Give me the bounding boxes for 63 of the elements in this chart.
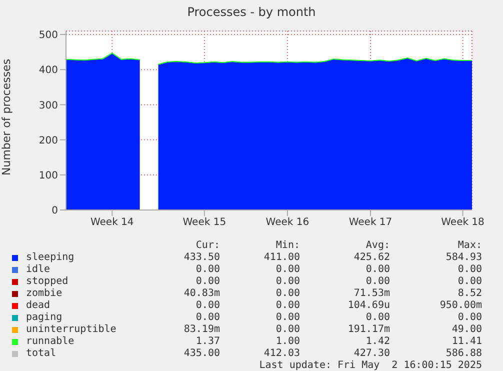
text: 584.93 (444, 252, 482, 264)
text: 0.00 (364, 312, 391, 324)
legend-label: idle (25, 264, 52, 276)
text: 0.00 (364, 264, 391, 276)
text: 0.00 (274, 276, 301, 288)
text: Min: (274, 240, 301, 252)
text: 191.17m (346, 324, 391, 336)
legend-label: uninterruptible (25, 324, 118, 336)
text: 435.00 (182, 348, 221, 360)
text: 0.00 (194, 300, 221, 312)
text: 433.50 (182, 252, 221, 264)
text: 0.00 (194, 312, 221, 324)
text: 71.53m (352, 288, 391, 300)
y-tick-label: 500 (38, 30, 58, 42)
text: 412.03 (262, 348, 301, 360)
legend-label: runnable (25, 336, 76, 348)
text: 950.00m (438, 300, 482, 312)
x-tick-label: Week 15 (182, 217, 226, 228)
x-tick-label: Week 18 (441, 217, 484, 228)
x-tick-label: Week 17 (348, 217, 392, 228)
legend-label: stopped (25, 276, 70, 288)
legend-label: total (25, 348, 58, 360)
text: 0.00 (274, 312, 301, 324)
x-tick-label: Week 14 (90, 217, 134, 228)
legend-label: dead (25, 300, 52, 312)
text: Max: (456, 240, 482, 252)
text: 0.00 (456, 312, 482, 324)
text: 1.00 (274, 336, 301, 348)
y-axis-title: Number of processes (0, 58, 13, 176)
text: Cur: (194, 240, 221, 252)
text: Avg: (364, 240, 391, 252)
text: 104.69u (346, 300, 391, 312)
text: 411.00 (262, 252, 301, 264)
text: 0.00 (274, 264, 301, 276)
text: 83.19m (182, 324, 221, 336)
text: 0.00 (274, 324, 301, 336)
text: 1.42 (364, 336, 391, 348)
text: 0.00 (194, 264, 221, 276)
text: 425.62 (352, 252, 391, 264)
text: 40.83m (182, 288, 221, 300)
text: 8.52 (456, 288, 482, 300)
legend-label: sleeping (25, 252, 76, 264)
text: 0.00 (456, 264, 482, 276)
text: 0.00 (364, 276, 391, 288)
text: 0.00 (456, 276, 482, 288)
y-tick-label: 100 (38, 170, 58, 182)
chart-title: Processes - by month (186, 4, 317, 21)
text: 0.00 (274, 288, 301, 300)
legend-label: zombie (25, 288, 64, 300)
x-tick-label: Week 16 (266, 217, 310, 228)
y-tick-label: 200 (38, 135, 58, 146)
legend-label: paging (25, 312, 64, 324)
text: 11.41 (450, 336, 482, 348)
text: 49.00 (450, 324, 482, 336)
text: 1.37 (194, 336, 221, 348)
y-tick-label: 400 (38, 65, 58, 76)
y-tick-label: 300 (38, 100, 58, 112)
y-tick-label: 0 (52, 206, 58, 217)
text: 0.00 (274, 300, 301, 312)
text: 0.00 (194, 276, 221, 288)
text: 586.88 (444, 348, 482, 360)
text: 427.30 (352, 348, 391, 360)
text: Last update: Fri May 2 16:00:15 2025 (258, 360, 482, 371)
